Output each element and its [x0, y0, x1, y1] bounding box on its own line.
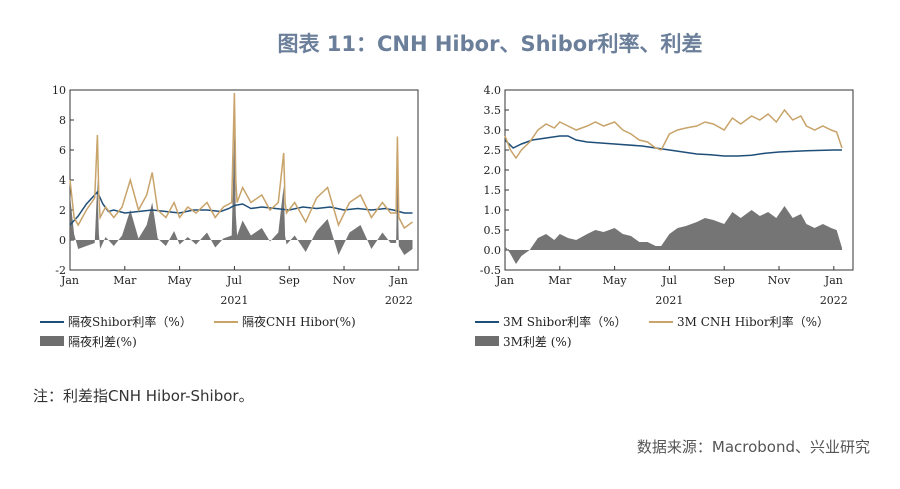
chart1-x-tick-label-3: Jul — [226, 274, 242, 287]
chart2-x-tick-label-5: Nov — [768, 274, 791, 287]
chart1-legend-label-hibor: 隔夜CNH Hibor(%) — [242, 314, 356, 329]
chart2-y-tick-label-4: 1.5 — [484, 184, 502, 197]
chart2-y-tick-label-3: 1.0 — [484, 204, 502, 217]
chart2-x-tick-label-1: Mar — [548, 274, 572, 287]
chart2-x-tick-label-6: Jan — [824, 274, 843, 287]
chart1-x-tick-label-1: Mar — [113, 274, 137, 287]
chart2-y-tick-label-7: 3.0 — [484, 124, 502, 137]
chart1-x-tick-label-4: Sep — [279, 274, 300, 287]
chart2-series-hibor-line — [504, 108, 843, 160]
chart2-x-tick-label-2: May — [603, 274, 628, 287]
chart1-series-hibor-line — [69, 92, 413, 230]
left-chart-svg: -2 0 2 4 6 8 10 Jan Mar May Jul Sep Nov Jan 2021 2022 隔夜… — [40, 84, 419, 349]
chart2-series-shibor-line — [504, 135, 842, 157]
footnote: 注：利差指CNH Hibor-Shibor。 — [33, 387, 254, 405]
chart2-year-label-1: 2022 — [820, 294, 848, 307]
chart2-legend-swatch-spread — [475, 336, 499, 346]
chart2-y-tick-label-6: 2.5 — [484, 144, 502, 157]
chart1-plot-frame — [69, 89, 419, 271]
chart2-x-tick-label-3: Jul — [661, 274, 677, 287]
right-chart-svg: -0.5 0.0 0.5 1.0 1.5 2.0 2.5 3.0 3.5 4.0 Jan Mar May… — [475, 84, 854, 349]
right-chart: -0.5 0.0 0.5 1.0 1.5 2.0 2.5 3.0 3.5 4.0 Jan Mar May… — [465, 78, 865, 358]
chart2-y-tick-label-9: 4.0 — [484, 84, 502, 97]
chart1-legend-swatch-spread — [40, 336, 64, 346]
chart2-series-spread-area — [505, 206, 842, 264]
chart1-y-tick-label-1: 0 — [59, 234, 66, 247]
chart2-y-tick-label-5: 2.0 — [484, 164, 502, 177]
chart2-y-tick-label-8: 3.5 — [484, 104, 502, 117]
chart1-y-tick-label-4: 6 — [59, 144, 66, 157]
chart1-legend-label-spread: 隔夜利差(%) — [68, 334, 137, 349]
chart2-x-tick-label-4: Sep — [714, 274, 735, 287]
chart2-year-label-0: 2021 — [655, 294, 683, 307]
chart2-plot-frame — [504, 89, 854, 271]
left-chart: -2 0 2 4 6 8 10 Jan Mar May Jul Sep Nov Jan 2021 2022 隔夜… — [30, 78, 430, 358]
page-title: 图表 11：CNH Hibor、Shibor利率、利差 — [277, 32, 703, 56]
chart1-x-tick-label-2: May — [168, 274, 193, 287]
chart1-year-label-1: 2022 — [385, 294, 413, 307]
chart1-x-tick-label-5: Nov — [333, 274, 356, 287]
chart1-x-tick-label-0: Jan — [60, 274, 79, 287]
chart1-x-tick-label-6: Jan — [389, 274, 408, 287]
chart2-x-tick-label-0: Jan — [495, 274, 514, 287]
chart1-y-tick-label-6: 10 — [52, 84, 66, 97]
chart1-series-spread-area — [70, 127, 413, 255]
chart2-legend-label-shibor: 3M Shibor利率（%） — [503, 314, 627, 329]
chart1-y-tick-label-5: 8 — [59, 114, 66, 127]
chart1-y-tick-label-3: 4 — [59, 174, 66, 187]
chart1-y-tick-label-0: -2 — [55, 264, 66, 277]
chart2-y-tick-label-2: 0.5 — [484, 224, 502, 237]
chart1-legend-label-shibor: 隔夜Shibor利率（%） — [68, 314, 192, 329]
chart2-y-tick-label-0: -0.5 — [480, 264, 501, 277]
chart1-y-tick-label-2: 2 — [59, 204, 66, 217]
chart2-y-tick-label-1: 0.0 — [484, 244, 502, 257]
chart2-legend-label-hibor: 3M CNH Hibor利率（%） — [677, 314, 829, 329]
chart1-year-label-0: 2021 — [220, 294, 248, 307]
source-note: 数据来源：Macrobond、兴业研究 — [636, 438, 870, 456]
chart2-legend-label-spread: 3M利差 (%) — [503, 335, 572, 349]
